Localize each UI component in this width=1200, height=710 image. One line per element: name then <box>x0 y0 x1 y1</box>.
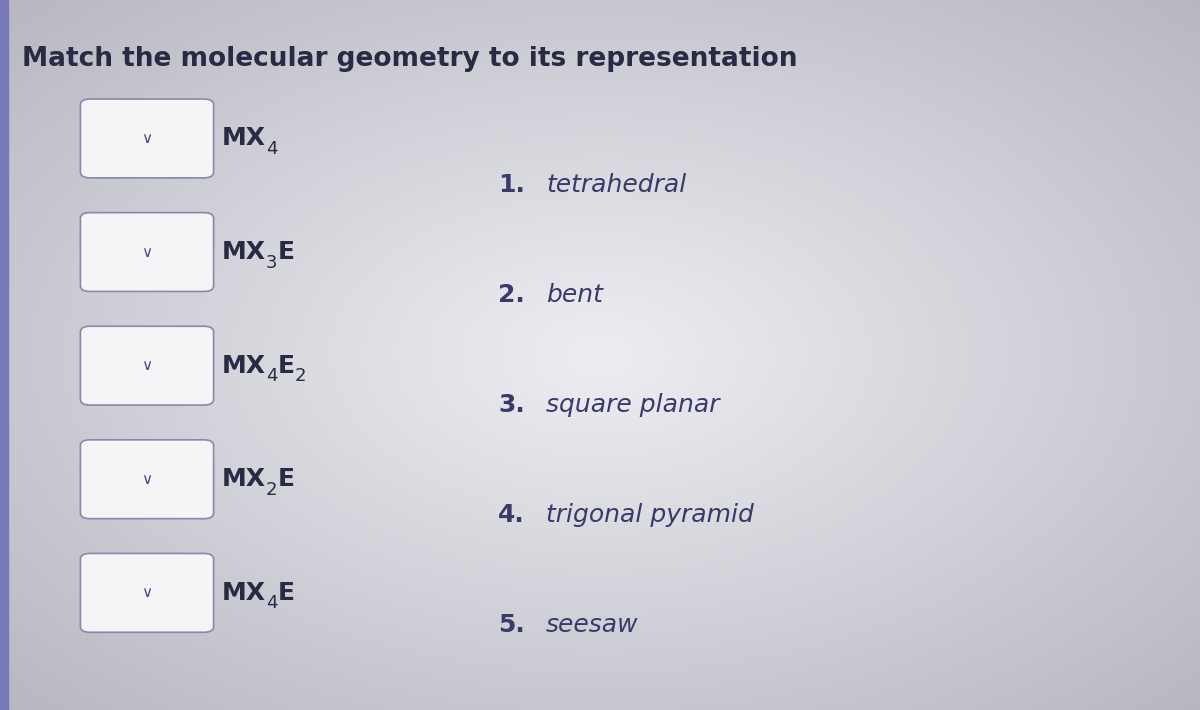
Text: 5.: 5. <box>498 613 524 637</box>
Text: MX: MX <box>222 240 266 264</box>
Text: 3.: 3. <box>498 393 524 417</box>
Text: tetrahedral: tetrahedral <box>546 173 686 197</box>
Text: MX: MX <box>222 581 266 605</box>
FancyBboxPatch shape <box>80 99 214 178</box>
Text: 4: 4 <box>266 594 277 613</box>
Text: MX: MX <box>222 354 266 378</box>
FancyBboxPatch shape <box>80 213 214 291</box>
Text: E: E <box>277 467 294 491</box>
Text: E: E <box>277 354 294 378</box>
Bar <box>0 0 8 710</box>
Text: MX: MX <box>222 467 266 491</box>
Text: E: E <box>277 581 294 605</box>
Text: square planar: square planar <box>546 393 720 417</box>
FancyBboxPatch shape <box>80 554 214 632</box>
Text: seesaw: seesaw <box>546 613 638 637</box>
FancyBboxPatch shape <box>80 327 214 405</box>
Text: 2: 2 <box>266 481 277 499</box>
Text: 4.: 4. <box>498 503 524 527</box>
Text: 4: 4 <box>266 140 277 158</box>
Text: ∨: ∨ <box>142 244 152 260</box>
Text: E: E <box>277 240 294 264</box>
Text: bent: bent <box>546 283 602 307</box>
Text: 3: 3 <box>266 253 277 272</box>
Text: 2: 2 <box>294 367 306 386</box>
Text: 1.: 1. <box>498 173 524 197</box>
Text: ∨: ∨ <box>142 471 152 487</box>
Text: 2.: 2. <box>498 283 524 307</box>
Text: MX: MX <box>222 126 266 151</box>
Text: ∨: ∨ <box>142 585 152 601</box>
Text: 4: 4 <box>266 367 277 386</box>
Text: ∨: ∨ <box>142 358 152 373</box>
Text: ∨: ∨ <box>142 131 152 146</box>
Text: trigonal pyramid: trigonal pyramid <box>546 503 754 527</box>
FancyBboxPatch shape <box>80 439 214 518</box>
Text: Match the molecular geometry to its representation: Match the molecular geometry to its repr… <box>22 46 797 72</box>
